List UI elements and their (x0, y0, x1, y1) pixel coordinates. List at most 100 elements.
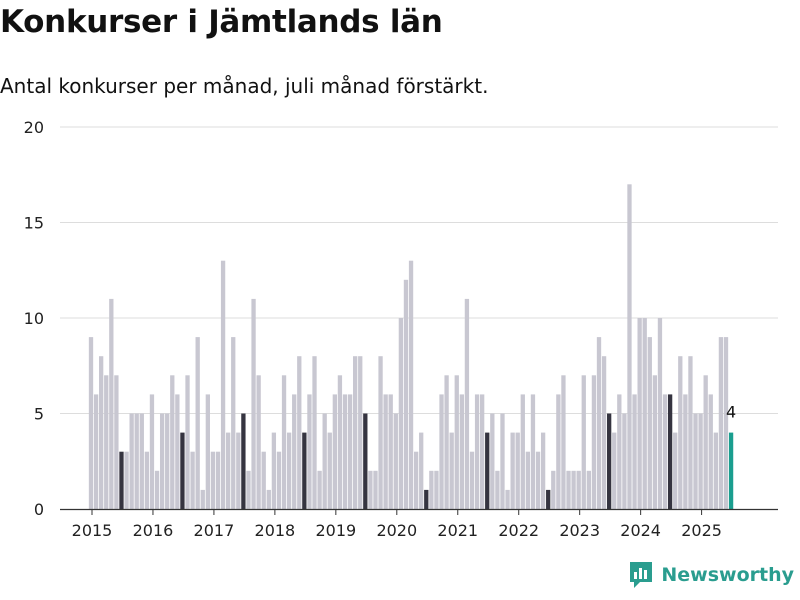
bar-2021-04 (469, 451, 475, 509)
bar-2017-02 (215, 451, 221, 509)
bar-2023-11 (627, 184, 632, 510)
bar-2020-10 (439, 394, 444, 509)
bar-2015-08 (124, 451, 129, 509)
bar-2020-03 (403, 279, 409, 509)
bar-2024-06 (662, 394, 668, 509)
bar-2021-12 (510, 432, 515, 509)
bar-2020-01 (393, 413, 398, 509)
bar-2019-10 (378, 356, 383, 509)
x-tick-label: 2016 (133, 521, 174, 540)
x-tick-label: 2015 (72, 521, 113, 540)
bar-2019-01 (332, 394, 337, 509)
bar-2016-06 (175, 394, 180, 509)
bar-2015-06 (114, 375, 119, 509)
y-tick-label: 20 (24, 118, 44, 137)
bar-2018-06 (297, 356, 302, 509)
bar-2022-05 (535, 451, 541, 509)
bar-2022-02 (520, 394, 525, 509)
bar-2024-10 (683, 394, 688, 509)
bar-2019-03 (342, 394, 348, 509)
bar-2020-02 (398, 318, 404, 509)
bar-2015-09 (129, 413, 134, 509)
bar-2022-12 (571, 470, 576, 509)
bar-2018-07 (302, 432, 307, 509)
x-tick-label: 2018 (255, 521, 296, 540)
bar-2015-05 (109, 298, 114, 509)
bars (88, 184, 734, 510)
bar-2024-04 (652, 375, 658, 509)
bar-2017-09 (251, 298, 256, 509)
bar-2019-12 (388, 394, 393, 509)
y-tick-label: 10 (24, 309, 44, 328)
bar-2021-06 (480, 394, 485, 509)
bar-2023-05 (596, 337, 602, 509)
bar-2024-11 (688, 356, 693, 509)
bar-2020-08 (429, 470, 434, 509)
bar-2021-02 (459, 394, 464, 509)
bar-2025-05 (718, 337, 724, 509)
bar-2016-07 (180, 432, 185, 509)
bar-2015-07 (119, 451, 124, 509)
bar-2025-07 (728, 432, 734, 509)
x-tick-label: 2020 (376, 521, 417, 540)
bar-2020-06 (419, 432, 424, 509)
bar-2017-11 (261, 451, 266, 509)
bar-2023-12 (632, 394, 637, 509)
bar-2017-03 (220, 260, 226, 509)
bar-2020-12 (449, 432, 454, 509)
bar-2017-07 (241, 413, 246, 509)
bar-2019-05 (353, 356, 358, 509)
bar-2017-05 (231, 337, 236, 509)
bar-2020-11 (444, 375, 449, 509)
bar-2025-04 (713, 432, 718, 509)
bar-2019-06 (358, 356, 363, 509)
bar-2018-01 (271, 432, 277, 509)
bar-2019-04 (347, 394, 353, 509)
bar-2015-11 (139, 413, 144, 509)
bar-2016-10 (195, 337, 200, 509)
bar-2021-03 (464, 298, 470, 509)
bar-2024-03 (647, 337, 652, 509)
bar-2019-11 (383, 394, 388, 509)
bar-2018-05 (292, 394, 297, 509)
chart-subtitle: Antal konkurser per månad, juli månad fö… (0, 74, 489, 98)
x-tick-label: 2025 (681, 521, 722, 540)
bar-2024-08 (673, 432, 678, 509)
bar-2015-01 (88, 337, 94, 509)
bar-2021-09 (495, 470, 500, 509)
bar-2017-01 (210, 451, 216, 509)
bar-2018-03 (281, 375, 287, 509)
bar-2025-01 (698, 413, 703, 509)
bar-2020-07 (424, 489, 429, 509)
bar-2023-06 (601, 356, 607, 509)
bar-2018-08 (307, 394, 312, 509)
bar-2016-11 (200, 489, 205, 509)
bar-2023-08 (612, 432, 617, 509)
bar-2023-01 (576, 470, 581, 509)
bar-2015-03 (99, 356, 104, 509)
bar-2018-11 (322, 413, 327, 509)
bar-2017-08 (246, 470, 251, 509)
brand-name: Newsworthy (661, 564, 794, 586)
bar-2023-04 (591, 375, 597, 509)
bar-2023-10 (622, 413, 627, 509)
axes: 0 5 10 15 20 2015 2016 2017 2018 2019 2020 2021 2022… (24, 118, 778, 540)
bar-2024-02 (642, 318, 647, 509)
bar-2022-09 (556, 394, 561, 509)
bar-2022-06 (540, 432, 546, 509)
bar-2017-06 (236, 432, 241, 509)
bar-2022-08 (551, 470, 556, 509)
labels: 4 (726, 403, 736, 422)
bar-2024-09 (678, 356, 683, 509)
chart-title: Konkurser i Jämtlands län (0, 4, 443, 40)
bar-2025-06 (723, 337, 729, 509)
bar-2016-09 (190, 451, 195, 509)
y-tick-label: 0 (34, 500, 44, 519)
bar-2024-01 (637, 318, 642, 509)
bar-2018-12 (327, 432, 332, 509)
bar-2020-09 (434, 470, 439, 509)
bar-2021-11 (505, 489, 510, 509)
bar-2018-04 (286, 432, 292, 509)
x-tick-label: 2022 (498, 521, 539, 540)
bar-2020-05 (413, 451, 419, 509)
